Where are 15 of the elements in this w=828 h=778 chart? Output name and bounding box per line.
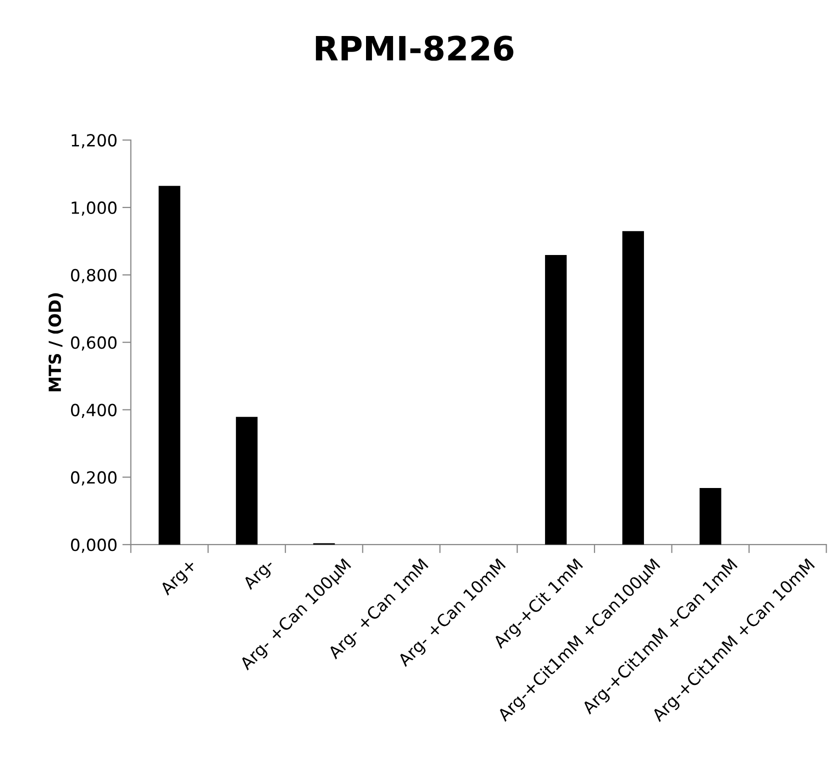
chart-title: RPMI-8226 — [316, 36, 514, 61]
y-tick-label: 0,200 — [71, 471, 117, 486]
y-tick-label: 1,200 — [72, 134, 117, 148]
x-tick-label: Arg- — [242, 558, 277, 592]
y-tick-label: 0,600 — [71, 336, 117, 351]
bar — [236, 416, 258, 545]
bar — [545, 255, 567, 545]
bar — [700, 488, 722, 545]
bar — [622, 231, 644, 545]
y-tick-label: 0,000 — [71, 538, 117, 553]
y-tick-label: 0,400 — [71, 404, 117, 418]
y-tick-label: 1,000 — [72, 201, 117, 216]
y-tick-label: 0,800 — [71, 268, 117, 284]
bar — [158, 186, 180, 545]
y-axis-title: MTS / (OD) — [48, 293, 64, 392]
